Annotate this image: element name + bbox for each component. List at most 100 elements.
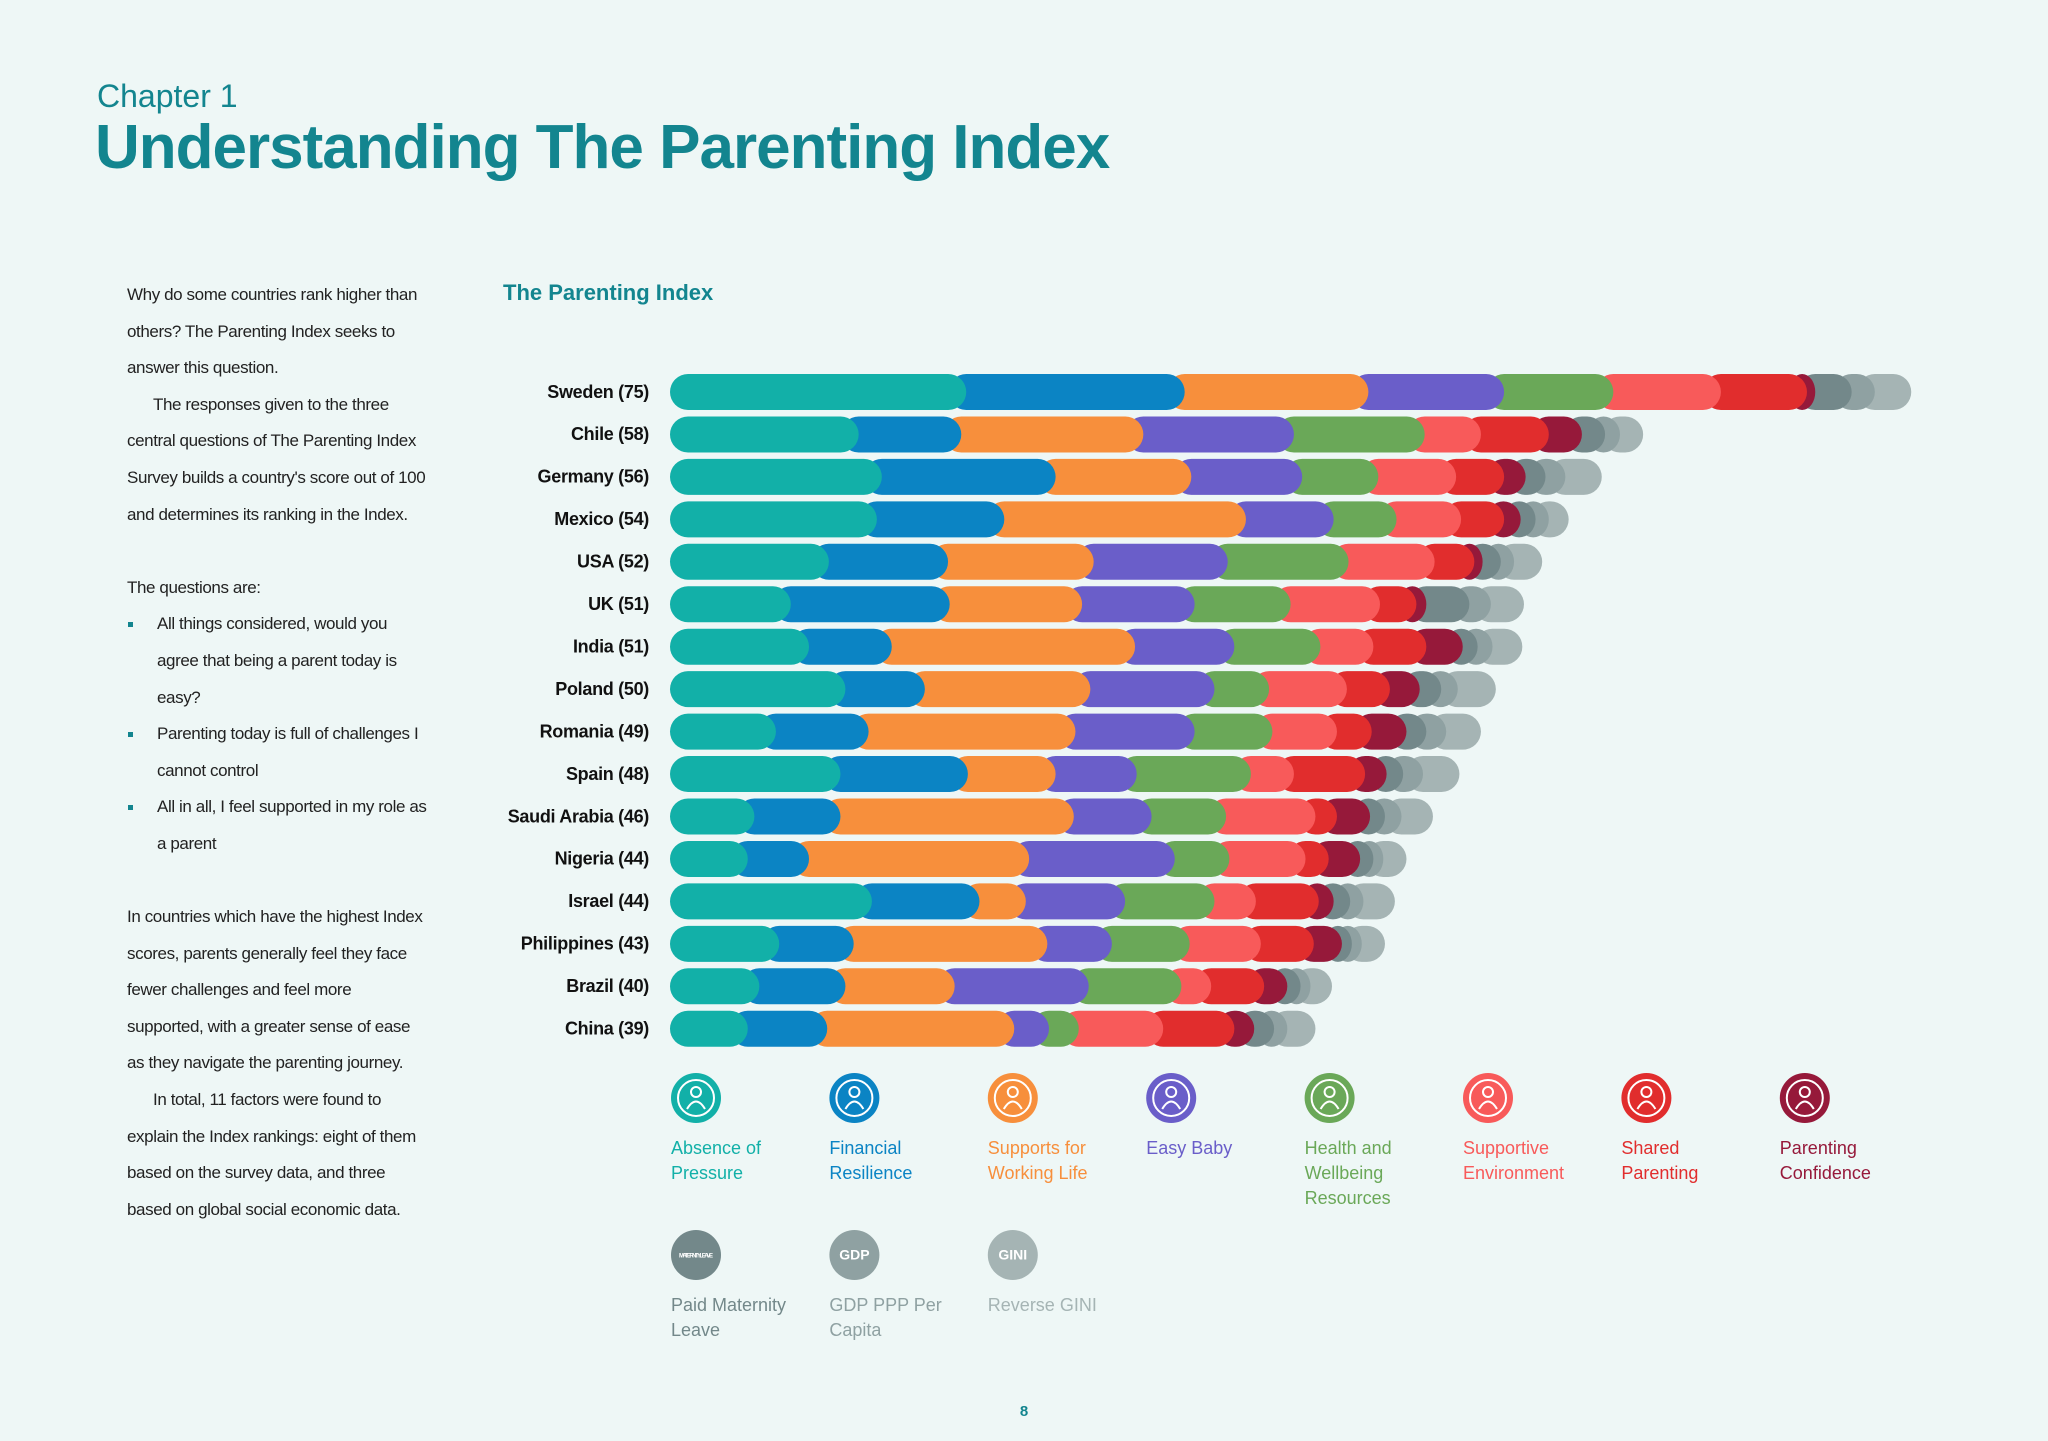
question: All in all, I feel supported in my role … [128, 789, 427, 862]
legend-icon: MATERNITY LEAVE [671, 1230, 721, 1280]
category-label: UK (51) [588, 594, 649, 614]
paragraph: Why do some countries rank higher than o… [127, 285, 418, 378]
bar-segment [670, 671, 846, 708]
bar-segment [1227, 501, 1334, 538]
icon-disc [671, 1230, 721, 1280]
page-title: Understanding The Parenting Index [95, 113, 1110, 182]
icon-text: GDP [839, 1247, 869, 1263]
legend-icon [829, 1073, 880, 1123]
bar-segment [670, 883, 872, 920]
sidebar-text: Why do some countries rank higher than o… [127, 277, 427, 1265]
bar-segment [670, 416, 859, 453]
bar-segment [1125, 416, 1294, 453]
bar-segment [670, 458, 882, 495]
category-label: Sweden (75) [547, 382, 649, 402]
bar-segment [986, 501, 1246, 538]
icon-head [1323, 1086, 1336, 1098]
bar-segment [736, 798, 841, 835]
icon-body [1319, 1100, 1340, 1110]
bar-segment [906, 671, 1091, 708]
bar-segment [1107, 883, 1215, 920]
bar-segment [670, 374, 967, 410]
icon-head [1640, 1086, 1653, 1098]
bar-segment [822, 798, 1074, 835]
chapter-label: Chapter 1 [97, 78, 238, 114]
bar-segment [1176, 713, 1273, 750]
bar-segment [931, 586, 1083, 623]
bar-segment [1438, 458, 1505, 495]
icon-head [1482, 1086, 1494, 1098]
bar-segment [791, 628, 892, 665]
icon-body [1636, 1100, 1657, 1110]
legend-label: Health and Wellbeing Resources [1304, 1138, 1392, 1208]
bar-segment [835, 925, 1048, 962]
bar-segment [1171, 925, 1261, 962]
bar-segment [858, 501, 1005, 538]
category-label: Poland (50) [555, 679, 649, 699]
legend-label: GDP PPP Per Capita [829, 1295, 942, 1340]
icon-ring [1785, 1079, 1824, 1117]
bar-segment [1486, 374, 1614, 410]
bar-segment [1145, 1010, 1235, 1047]
icon-text: GINI [998, 1247, 1027, 1263]
icon-disc [987, 1230, 1038, 1280]
icon-ring [1469, 1079, 1507, 1117]
bar-segment [1378, 501, 1462, 538]
icon-text: MATERNITY LEAVE [679, 1254, 713, 1260]
bar-segment [1037, 756, 1137, 793]
bar-segment [1037, 458, 1192, 495]
bar-segment [741, 968, 846, 1005]
legend-label: Easy Baby [1146, 1138, 1233, 1158]
bar-segment [1211, 840, 1306, 877]
bar-segment [930, 543, 1094, 580]
paragraph: The questions are: [127, 577, 261, 597]
icon-ring [1152, 1079, 1191, 1117]
icon-body [1794, 1100, 1815, 1110]
bar-segment [948, 374, 1185, 410]
bar-segment [1118, 756, 1251, 793]
icon-body [844, 1100, 865, 1110]
bar-segment [1406, 416, 1481, 453]
bar-segment [1007, 883, 1126, 920]
bar-segment [761, 925, 854, 962]
bar-segment [873, 628, 1136, 665]
bar-segment [1075, 543, 1228, 580]
bar-segment [1284, 458, 1379, 495]
bar-segment [1117, 628, 1235, 665]
icon-head [1798, 1086, 1811, 1098]
bar-segment [1072, 671, 1215, 708]
bar-segment [670, 840, 748, 877]
category-label: USA (52) [577, 552, 649, 572]
category-label: Germany (56) [538, 467, 650, 487]
question: All things considered, would you agree t… [128, 606, 427, 716]
category-label: Israel (44) [568, 891, 649, 911]
question-list: All things considered, would you agree t… [127, 606, 427, 862]
bar-segment [1237, 883, 1319, 920]
category-label: Philippines (43) [521, 934, 650, 954]
icon-body [1478, 1100, 1498, 1110]
legend-label: Parenting Confidence [1779, 1138, 1871, 1183]
bar-segment [1166, 374, 1369, 410]
bar-segment [810, 543, 949, 580]
legend-icon: GINI [987, 1230, 1038, 1280]
bar-segment [1595, 374, 1721, 410]
bar-segment [1208, 798, 1316, 835]
bar-segment [670, 586, 791, 623]
legend-icon [671, 1073, 721, 1123]
icon-ring [835, 1079, 874, 1117]
icon-ring [1310, 1079, 1349, 1117]
legend-label: Supportive Environment [1463, 1138, 1565, 1183]
bar-segment [729, 840, 810, 877]
legend-icon [1146, 1073, 1197, 1123]
bar-segment [1173, 458, 1303, 495]
category-label: India (51) [573, 636, 649, 656]
legend-icon [1304, 1073, 1355, 1123]
bar-segment [1254, 713, 1337, 750]
bar-segment [863, 458, 1056, 495]
bar-segment [757, 713, 869, 750]
bar-segment [1011, 840, 1175, 877]
legend-icon [1463, 1073, 1513, 1123]
icon-body [1161, 1100, 1182, 1110]
legend-label: Supports for Working Life [987, 1138, 1088, 1183]
